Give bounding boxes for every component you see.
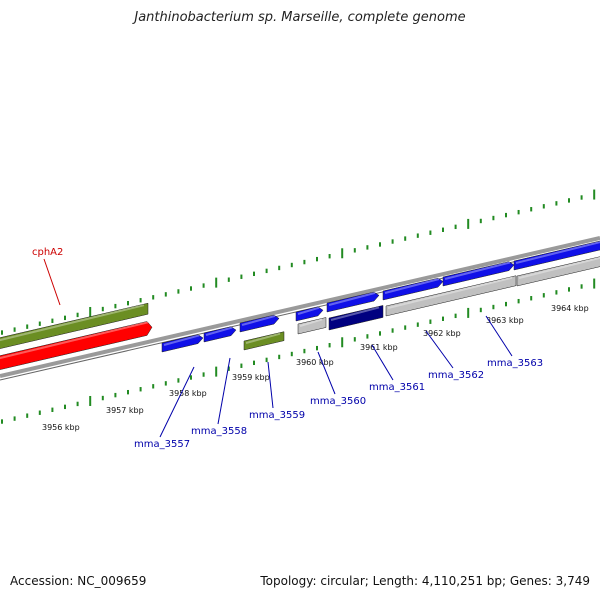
- gene-gray-2-body: [385, 275, 517, 317]
- tick-row-upper: [1, 189, 596, 335]
- gene-mma-3562: [382, 277, 444, 301]
- gene-label-leader: [425, 330, 454, 369]
- kbp-label: 3961 kbp: [360, 343, 398, 352]
- gene-olive-left-body: [0, 302, 149, 349]
- gene-gray-3-highlight: [518, 256, 600, 279]
- gene-gray-1: [297, 317, 327, 335]
- gene-label: cphA2: [32, 247, 63, 258]
- gene-gray-1-body: [297, 317, 327, 335]
- page-title: Janthinobacterium sp. Marseille, complet…: [134, 10, 466, 25]
- gene-label: mma_3561: [369, 382, 425, 393]
- gene-mma-3564-highlight: [515, 241, 600, 264]
- gene-mma-3559-upper: [239, 314, 280, 333]
- gene-label-leader: [485, 315, 513, 357]
- gene-mma-3564-body: [513, 240, 600, 271]
- gene-navy: [328, 305, 384, 331]
- kbp-label: 3963 kbp: [486, 316, 524, 325]
- gene-cpha2-body: [0, 321, 153, 370]
- backbone-line: [0, 236, 600, 378]
- gene-cpha2-highlight: [0, 321, 149, 360]
- kbp-label: 3960 kbp: [296, 358, 334, 367]
- kbp-label: 3957 kbp: [106, 406, 144, 415]
- kbp-label: 3958 kbp: [169, 389, 207, 398]
- gene-mma-3557: [161, 334, 204, 353]
- gene-gray-2: [385, 275, 517, 317]
- gene-navy-body: [328, 305, 384, 331]
- gene-label: mma_3557: [134, 439, 190, 450]
- gene-mma-3564: [513, 240, 600, 271]
- gene-mma-3563-body: [442, 261, 515, 287]
- gene-mma-3560-body: [295, 306, 324, 322]
- gene-mma-3557-body: [161, 334, 204, 353]
- gene-mma-3563: [442, 261, 515, 287]
- tick-row-lower: [1, 278, 596, 424]
- gene-mma-3559-lower-body: [243, 331, 285, 351]
- gene-gray-3-body: [516, 256, 600, 287]
- gene-mma-3562-highlight: [384, 278, 440, 294]
- gene-mma-3559-lower: [243, 331, 285, 351]
- gene-label: mma_3560: [310, 396, 366, 407]
- gene-mma-3559-upper-highlight: [241, 314, 276, 326]
- gene-mma-3562-body: [382, 277, 444, 301]
- gene-cpha2: [0, 321, 153, 370]
- gene-label: mma_3559: [249, 410, 305, 421]
- gene-label-leader: [217, 357, 231, 425]
- gene-gray-1-highlight: [299, 318, 323, 327]
- accession-text: Accession: NC_009659: [10, 574, 147, 588]
- gene-label: mma_3558: [191, 426, 247, 437]
- kbp-label: 3956 kbp: [42, 423, 80, 432]
- gene-navy-highlight: [330, 306, 380, 321]
- gene-mma-3561: [326, 291, 380, 313]
- gene-label-leader: [317, 351, 336, 395]
- gene-mma-3557-highlight: [163, 334, 200, 346]
- gene-olive-left-highlight: [0, 304, 145, 342]
- gene-gray-3: [516, 256, 600, 287]
- gene-label-leader: [43, 258, 61, 306]
- gene-mma-3560: [295, 306, 324, 322]
- gene-olive-left: [0, 302, 149, 349]
- gene-mma-3559-lower-highlight: [245, 332, 281, 344]
- gene-mma-3563-highlight: [444, 261, 511, 280]
- gene-mma-3558: [203, 326, 237, 343]
- kbp-label: 3962 kbp: [423, 329, 461, 338]
- gene-mma-3561-highlight: [328, 291, 376, 306]
- gene-label-leader: [159, 366, 195, 438]
- kbp-label: 3959 kbp: [232, 373, 270, 382]
- gene-label-leader: [371, 344, 394, 381]
- gene-label: mma_3562: [428, 370, 484, 381]
- gene-label-leader: [267, 361, 274, 409]
- gene-mma-3561-body: [326, 291, 380, 313]
- kbp-label: 3964 kbp: [551, 304, 589, 313]
- gene-label: mma_3563: [487, 358, 543, 369]
- gene-gray-2-highlight: [387, 276, 513, 309]
- gene-mma-3558-highlight: [205, 326, 233, 336]
- gene-mma-3559-upper-body: [239, 314, 280, 333]
- gene-mma-3558-body: [203, 326, 237, 343]
- genome-summary: Topology: circular; Length: 4,110,251 bp…: [260, 574, 590, 588]
- gene-mma-3560-highlight: [297, 306, 320, 315]
